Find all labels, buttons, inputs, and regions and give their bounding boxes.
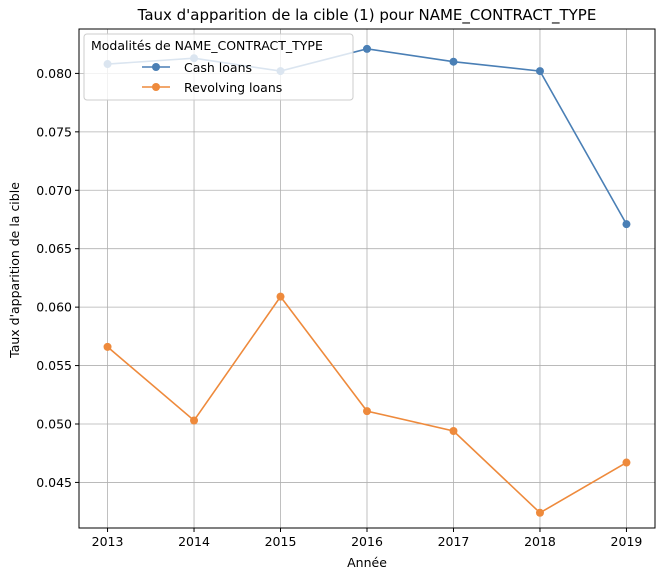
legend-marker [152,63,160,71]
y-tick-label: 0.060 [36,300,72,315]
legend: Modalités de NAME_CONTRACT_TYPE Cash loa… [83,33,354,101]
chart-title: Taux d'apparition de la cible (1) pour N… [137,6,597,25]
data-point [622,220,631,229]
y-tick-label: 0.080 [36,66,72,81]
legend-marker [152,83,160,91]
y-tick-label: 0.070 [36,183,72,198]
legend-title: Modalités de NAME_CONTRACT_TYPE [91,38,323,53]
y-axis: 0.045 0.050 0.055 0.060 0.065 0.070 0.075 0.080 [36,66,79,490]
data-point [622,458,631,467]
x-tick-label: 2015 [265,534,297,549]
x-tick-label: 2018 [524,534,556,549]
x-tick-label: 2014 [178,534,210,549]
data-point [449,57,458,66]
legend-box [83,33,354,101]
x-tick-label: 2013 [92,534,124,549]
y-tick-label: 0.050 [36,416,72,431]
legend-label: Revolving loans [184,80,282,95]
series-revolving-loans [103,292,631,517]
y-axis-title: Taux d'apparition de la cible [7,182,22,359]
data-point [449,427,458,436]
y-tick-label: 0.065 [36,241,72,256]
y-tick-label: 0.075 [36,124,72,139]
grid [79,29,655,528]
data-point [363,44,371,53]
data-point [535,508,544,517]
y-tick-label: 0.055 [36,358,72,373]
x-tick-label: 2019 [611,534,643,549]
x-tick-label: 2016 [351,534,383,549]
data-point [363,407,371,416]
x-axis-title: Année [347,555,387,570]
data-point [190,416,199,425]
x-tick-label: 2017 [438,534,470,549]
y-tick-label: 0.045 [36,475,72,490]
data-point [103,342,112,351]
legend-label: Cash loans [184,60,252,75]
data-point [535,67,544,76]
legend-entry: Cash loans [142,60,252,75]
x-axis: 2013 2014 2015 2016 2017 2018 2019 [92,528,643,549]
legend-entry: Revolving loans [142,80,282,95]
legend-entries: Cash loans Revolving loans [142,60,282,95]
data-point [276,292,285,301]
